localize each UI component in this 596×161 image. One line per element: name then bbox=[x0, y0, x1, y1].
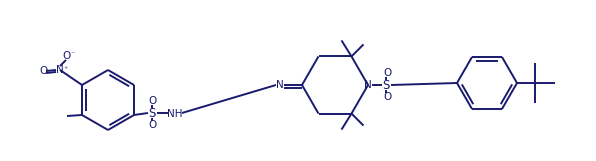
Text: N: N bbox=[56, 65, 64, 75]
Text: N: N bbox=[276, 80, 284, 90]
Text: ⁺: ⁺ bbox=[63, 65, 67, 74]
Text: O: O bbox=[383, 68, 391, 78]
Text: O: O bbox=[383, 92, 391, 102]
Text: O: O bbox=[39, 66, 47, 76]
Text: O: O bbox=[149, 120, 157, 130]
Text: S: S bbox=[382, 79, 390, 91]
Text: NH: NH bbox=[167, 109, 183, 119]
Text: ⁻: ⁻ bbox=[70, 49, 74, 58]
Text: O: O bbox=[149, 96, 157, 106]
Text: N: N bbox=[364, 80, 372, 90]
Text: O: O bbox=[62, 51, 70, 61]
Text: S: S bbox=[148, 106, 156, 119]
